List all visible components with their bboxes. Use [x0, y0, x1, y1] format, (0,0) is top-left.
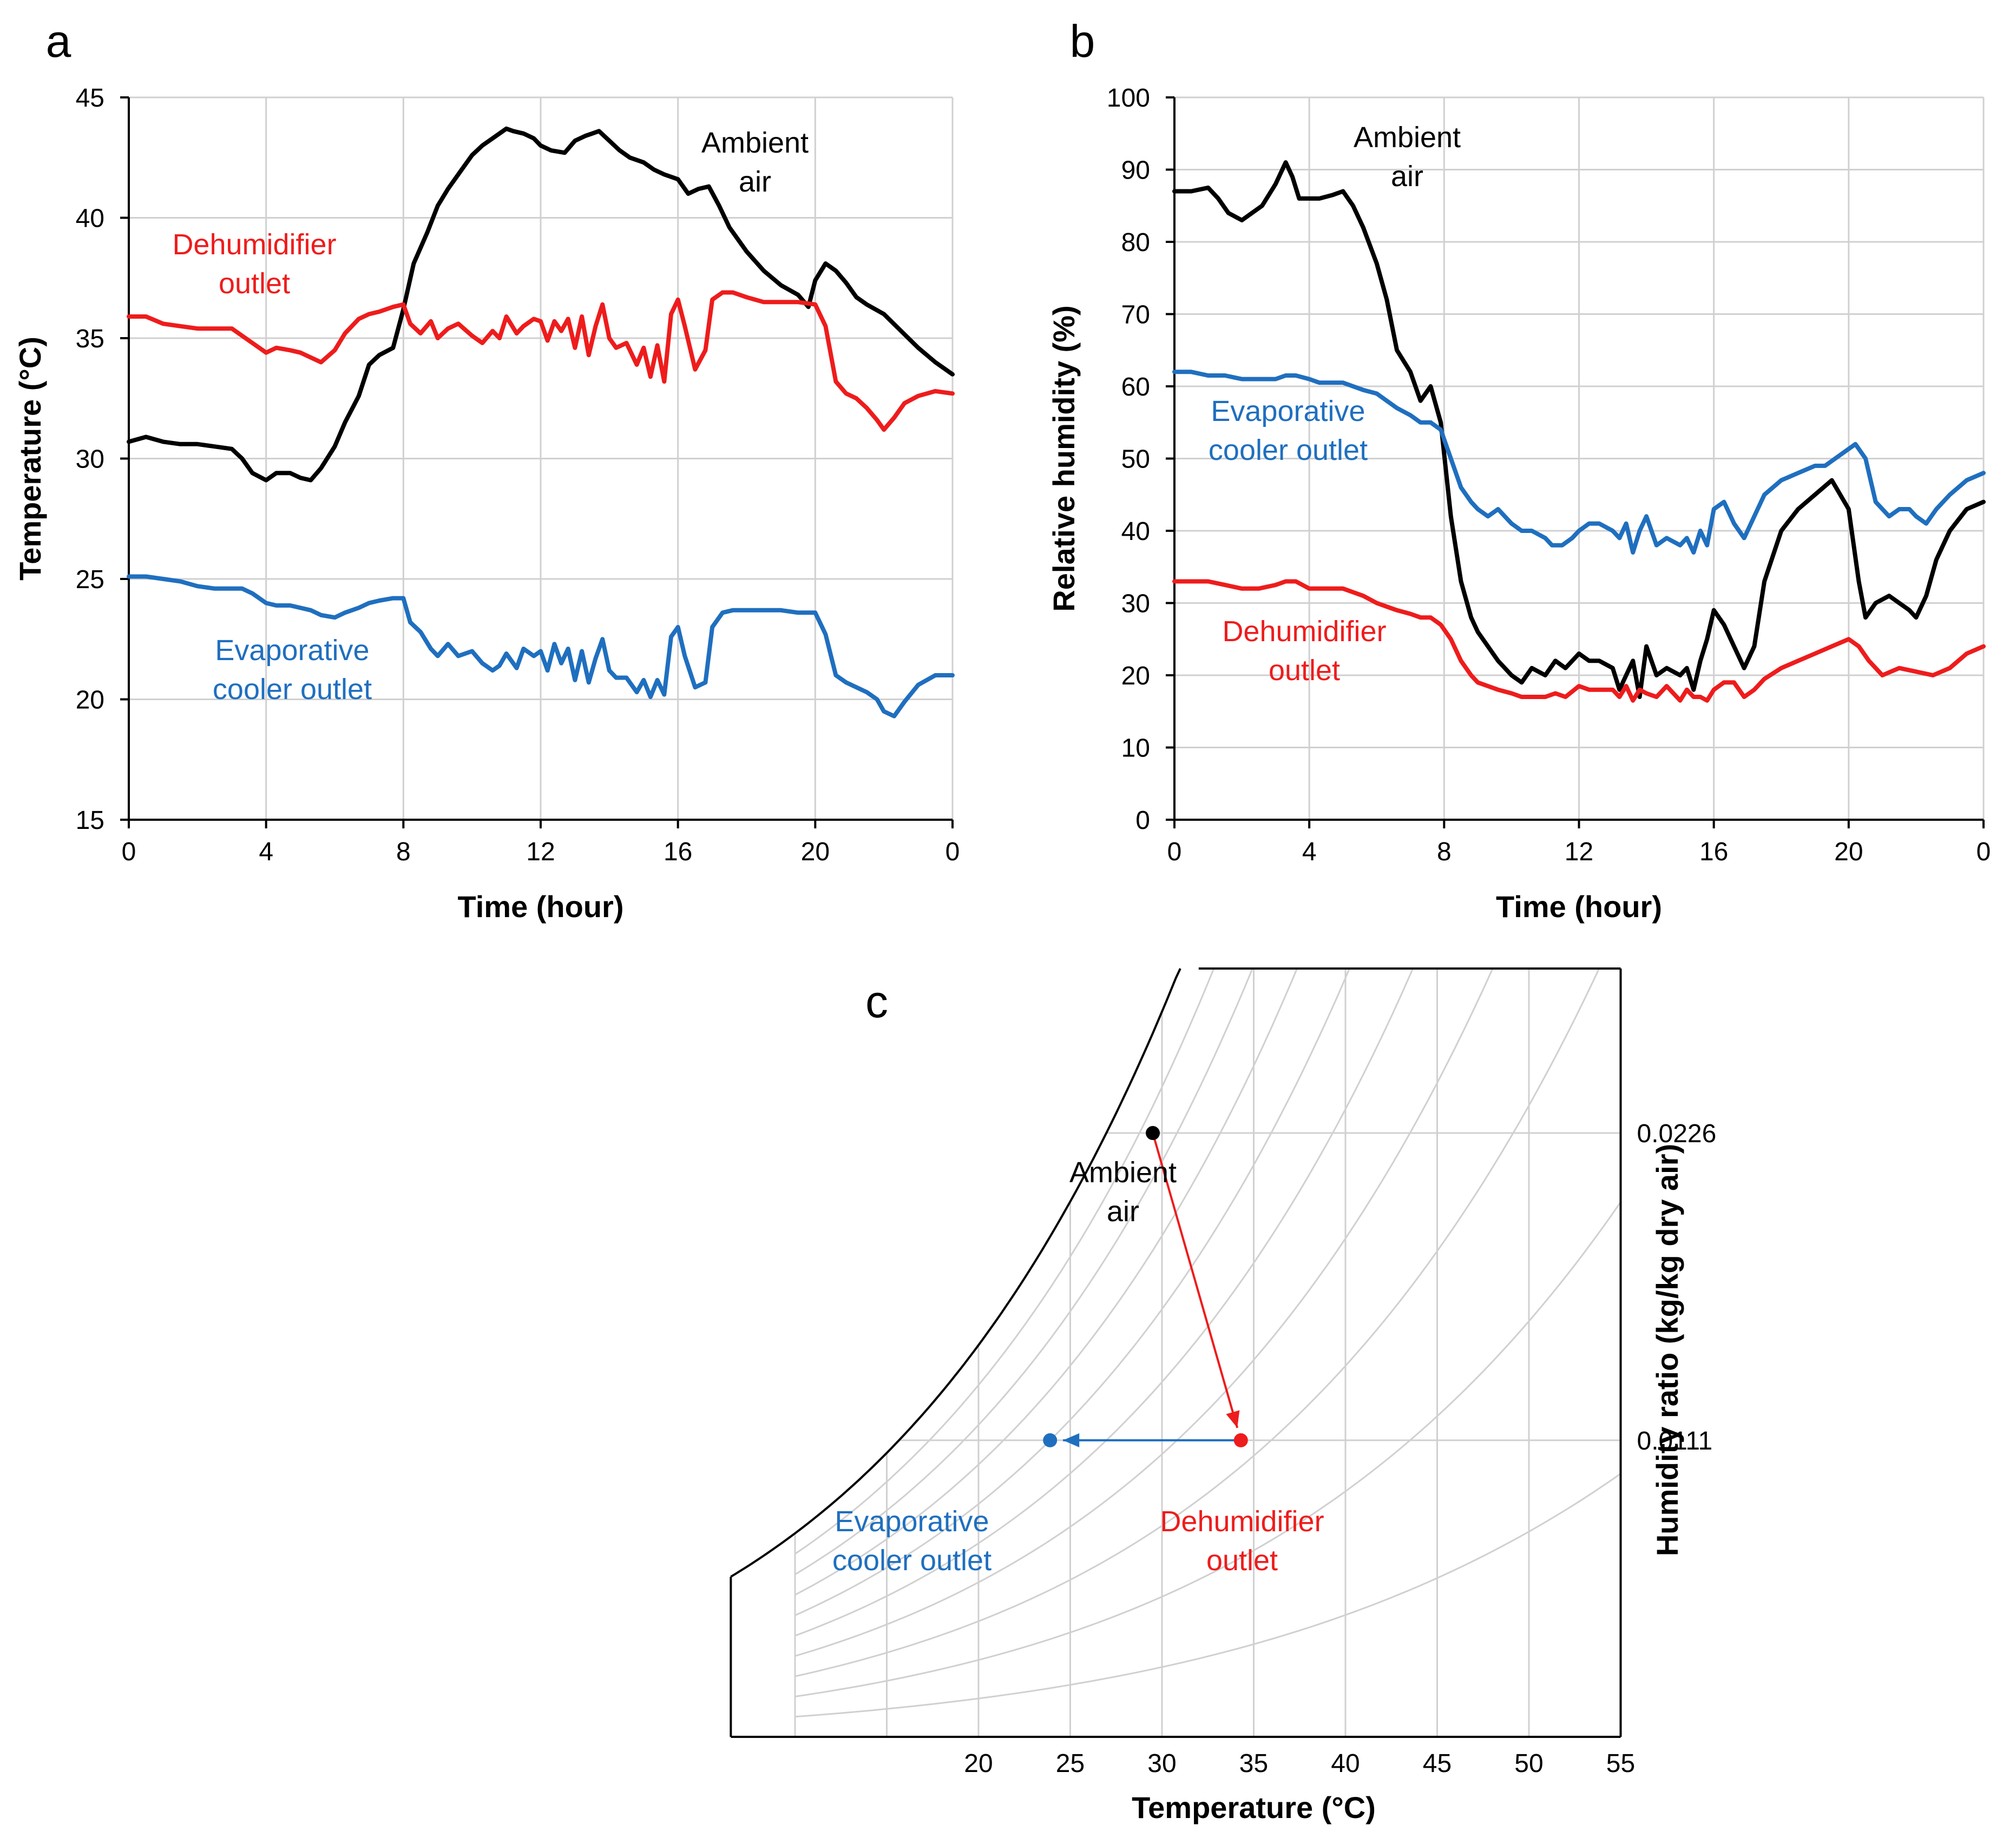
y-tick-label: 40: [76, 205, 104, 233]
series-label-dehumidifier: Dehumidifier: [172, 228, 336, 261]
y-tick-label: 100: [1107, 84, 1150, 113]
y-axis-title: Temperature (°C): [13, 337, 47, 581]
series-label-dehumidifier: Dehumidifier: [1222, 615, 1386, 648]
x-tick-label: 20: [964, 1749, 993, 1778]
y-tick-label: 45: [76, 84, 104, 113]
y-tick-label: 20: [76, 686, 104, 715]
state-label-ambient: air: [1107, 1195, 1139, 1228]
psychrometric-grid: [731, 969, 1621, 1737]
x-tick-label: 25: [1056, 1749, 1085, 1778]
x-tick-label: 20: [1834, 838, 1863, 866]
x-tick-label: 40: [1331, 1749, 1360, 1778]
y-tick-label: 0: [1135, 806, 1150, 835]
relative-humidity-curve: [794, 969, 1621, 1677]
y-tick-label: 0.0111: [1637, 1427, 1713, 1455]
x-tick-label: 16: [664, 838, 692, 866]
panel-label-b: b: [1070, 16, 1095, 67]
process-arrowhead-dehumidifier-to-evaporative: [1063, 1433, 1080, 1447]
process-arrowhead-ambient-to-dehumidifier: [1226, 1410, 1240, 1428]
relative-humidity-curve: [794, 1473, 1621, 1718]
x-axis-title: Time (hour): [1496, 890, 1662, 924]
relative-humidity-curve: [794, 1201, 1621, 1697]
x-tick-label: 50: [1514, 1749, 1543, 1778]
state-point-dehumidifier: [1233, 1433, 1248, 1447]
relative-humidity-curve: [794, 969, 1621, 1555]
state-point-evaporative: [1043, 1433, 1058, 1447]
y-tick-label: 70: [1121, 301, 1150, 330]
x-axis-title: Temperature (°C): [1132, 1790, 1376, 1825]
x-tick-label: 12: [1565, 838, 1593, 866]
series-label-dehumidifier: outlet: [219, 267, 290, 300]
chart-panel-c: 20 25 30 35 40 45 50 55 0.0111 0.0226 Temperature …: [730, 967, 1717, 1825]
y-tick-label: 0.0226: [1637, 1119, 1717, 1148]
series-line-dehumidifier: [127, 290, 955, 432]
y-tick-label: 30: [76, 445, 104, 474]
x-tick-label: 4: [259, 838, 273, 866]
series-line-evaporative: [127, 574, 955, 719]
x-tick-label: 0: [122, 838, 136, 866]
state-label-dehumidifier: Dehumidifier: [1160, 1505, 1324, 1538]
x-tick-label: 8: [396, 838, 411, 866]
state-label-dehumidifier: outlet: [1206, 1544, 1278, 1577]
y-axis-title: Humidity ratio (kg/kg dry air): [1650, 1144, 1684, 1556]
x-tick-label: 55: [1606, 1749, 1635, 1778]
series-label-dehumidifier: outlet: [1269, 654, 1340, 687]
y-tick-label: 35: [76, 325, 104, 353]
series-label-evaporative: Evaporative: [215, 634, 369, 667]
x-tick-label: 0: [1976, 838, 1991, 866]
series-line-ambient: [1172, 160, 1986, 699]
x-tick-label: 0: [945, 838, 960, 866]
series-label-evaporative: cooler outlet: [213, 673, 372, 706]
x-tick-label: 45: [1423, 1749, 1452, 1778]
x-tick-label: 0: [1167, 838, 1182, 866]
y-tick-label: 80: [1121, 228, 1150, 257]
y-tick-label: 50: [1121, 445, 1150, 474]
x-tick-label: 35: [1239, 1749, 1268, 1778]
saturation-curve: [730, 968, 1181, 1578]
y-tick-label: 90: [1121, 156, 1150, 185]
y-axis-title: Relative humidity (%): [1047, 305, 1081, 611]
relative-humidity-curve: [794, 969, 1621, 1576]
y-tick-label: 15: [76, 806, 104, 835]
series-label-evaporative: Evaporative: [1211, 395, 1365, 427]
series-label-ambient: air: [1391, 160, 1423, 193]
x-tick-label: 12: [526, 838, 555, 866]
y-tick-label: 20: [1121, 662, 1150, 690]
series-label-evaporative: cooler outlet: [1209, 434, 1368, 466]
x-tick-label: 16: [1699, 838, 1728, 866]
x-tick-label: 8: [1437, 838, 1452, 866]
panel-label-a: a: [46, 16, 71, 67]
relative-humidity-curve: [794, 969, 1621, 1657]
y-tick-label: 60: [1121, 373, 1150, 401]
process-arrow-ambient-to-dehumidifier: [1153, 1138, 1239, 1428]
y-tick-label: 25: [76, 565, 104, 594]
state-label-evaporative: Evaporative: [835, 1505, 989, 1538]
x-tick-label: 20: [801, 838, 830, 866]
y-tick-label: 40: [1121, 517, 1150, 546]
x-tick-label: 30: [1147, 1749, 1176, 1778]
panel-label-c: c: [865, 976, 888, 1027]
y-tick-label: 10: [1121, 734, 1150, 763]
series-label-ambient: Ambient: [1354, 121, 1461, 154]
state-label-evaporative: cooler outlet: [832, 1544, 991, 1577]
state-point-ambient: [1146, 1126, 1160, 1141]
state-label-ambient: Ambient: [1069, 1156, 1177, 1189]
series-line-evaporative: [1172, 370, 1986, 555]
x-tick-label: 4: [1302, 838, 1317, 866]
relative-humidity-curve: [794, 969, 1621, 1616]
x-axis-title: Time (hour): [458, 890, 624, 924]
series-label-ambient: air: [739, 166, 771, 198]
series-line-dehumidifier: [1172, 579, 1986, 703]
y-tick-label: 30: [1121, 590, 1150, 618]
relative-humidity-curve: [794, 969, 1621, 1596]
chart-panel-a: 0 4 8 12 16 20 0 15 20 25 30 35 40 45 Time (hour) Tempe…: [13, 84, 960, 924]
series-label-ambient: Ambient: [701, 127, 809, 159]
